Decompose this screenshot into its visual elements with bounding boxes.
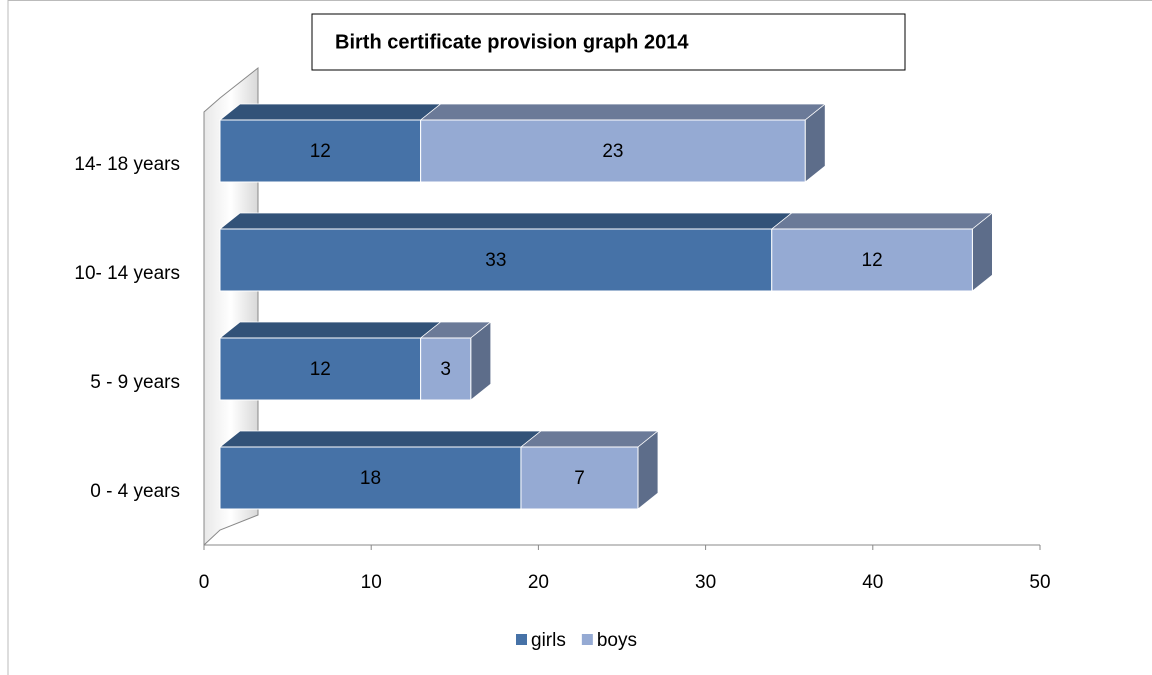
data-label: 18: [360, 468, 381, 489]
bar-top: [218, 321, 442, 339]
bar-top: [770, 212, 994, 230]
bar-top: [218, 103, 442, 121]
bar: [420, 337, 472, 401]
bar-top: [218, 212, 793, 230]
bar: [420, 119, 806, 183]
bar: [219, 228, 773, 292]
x-tick-label: 30: [695, 572, 716, 593]
y-tick-label: 14- 18 years: [74, 154, 180, 175]
legend-swatch: [516, 634, 527, 645]
y-tick-label: 5 - 9 years: [90, 372, 180, 393]
x-tick-label: 50: [1029, 572, 1050, 593]
data-label: 33: [485, 250, 506, 271]
data-label: 12: [310, 359, 331, 380]
data-label: 12: [310, 141, 331, 162]
bar: [520, 446, 639, 510]
y-tick-label: 10- 14 years: [74, 263, 180, 284]
legend-label: girls: [531, 630, 566, 651]
bar: [219, 119, 422, 183]
x-tick-label: 40: [862, 572, 883, 593]
bar: [771, 228, 973, 292]
x-tick-label: 0: [199, 572, 210, 593]
x-tick-label: 20: [528, 572, 549, 593]
data-label: 23: [602, 141, 623, 162]
legend-swatch: [581, 634, 593, 645]
bar-top: [419, 103, 827, 121]
data-label: 7: [574, 468, 585, 489]
y-tick-label: 0 - 4 years: [90, 481, 180, 502]
bar-top: [519, 430, 660, 448]
title-box: [311, 13, 906, 71]
legend-label: boys: [597, 630, 637, 651]
chart-title: Birth certificate provision graph 2014: [335, 31, 689, 53]
bar: [219, 446, 522, 510]
data-label: 12: [862, 250, 883, 271]
bar-top: [218, 430, 543, 448]
bar: [219, 337, 422, 401]
x-tick-label: 10: [361, 572, 382, 593]
data-label: 3: [440, 359, 451, 380]
